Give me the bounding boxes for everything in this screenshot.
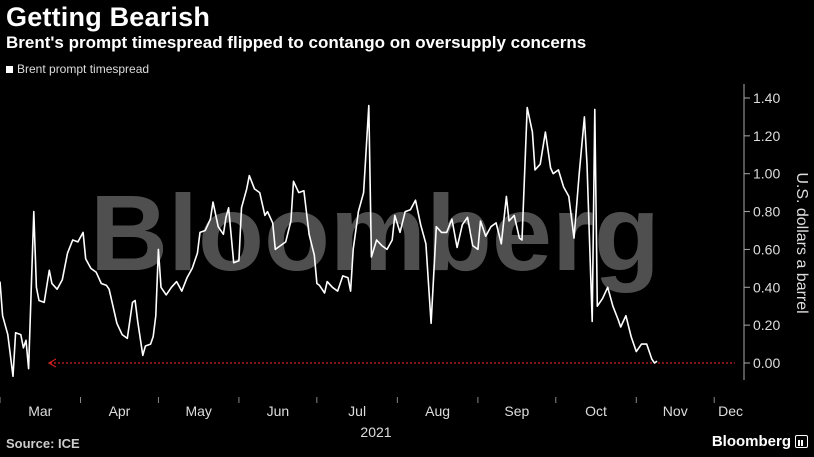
- legend-swatch: [6, 65, 13, 73]
- x-tick-label: Sep: [504, 403, 529, 419]
- chart-subtitle: Brent's prompt timespread flipped to con…: [6, 33, 587, 52]
- y-tick-label: 1.40: [753, 90, 780, 106]
- brand-label: Bloomberg: [711, 433, 791, 450]
- x-tick-label: Oct: [585, 403, 607, 419]
- x-tick-label: Nov: [663, 403, 688, 419]
- x-axis-year-label: 2021: [360, 424, 391, 440]
- y-axis-label: U.S. dollars a barrel: [793, 172, 810, 313]
- y-tick-label: 0.00: [753, 355, 780, 371]
- watermark-text: Bloomberg: [90, 172, 660, 293]
- y-ticks: 1.40 1.20 1.00 0.80 0.60 0.40 0.20 0.00: [744, 90, 780, 371]
- x-ticks: Mar Apr May Jun Jul Aug Sep Oct Nov Dec: [0, 397, 743, 419]
- x-tick-label: Apr: [109, 403, 131, 419]
- x-tick-label: May: [185, 403, 211, 419]
- x-tick-label: Jul: [348, 403, 366, 419]
- x-tick-label: Mar: [28, 403, 52, 419]
- chart-title: Getting Bearish: [6, 2, 211, 32]
- x-tick-label: Jun: [267, 403, 290, 419]
- bar-chart-icon: [795, 435, 808, 448]
- y-tick-label: 0.60: [753, 241, 780, 257]
- y-tick-label: 1.20: [753, 128, 780, 144]
- x-tick-label: Dec: [718, 403, 743, 419]
- zero-reference-line: [47, 358, 735, 368]
- zero-line-arrowhead: [47, 358, 57, 368]
- source-note: Source: ICE: [6, 436, 80, 451]
- bloomberg-brand: Bloomberg: [712, 433, 808, 450]
- legend-label: Brent prompt timespread: [17, 62, 150, 76]
- y-tick-label: 0.80: [753, 204, 780, 220]
- y-tick-label: 1.00: [753, 166, 780, 182]
- y-tick-label: 0.40: [753, 279, 780, 295]
- x-tick-label: Aug: [425, 403, 450, 419]
- y-tick-label: 0.20: [753, 317, 780, 333]
- series-line: [0, 104, 658, 378]
- legend: Brent prompt timespread: [6, 62, 149, 76]
